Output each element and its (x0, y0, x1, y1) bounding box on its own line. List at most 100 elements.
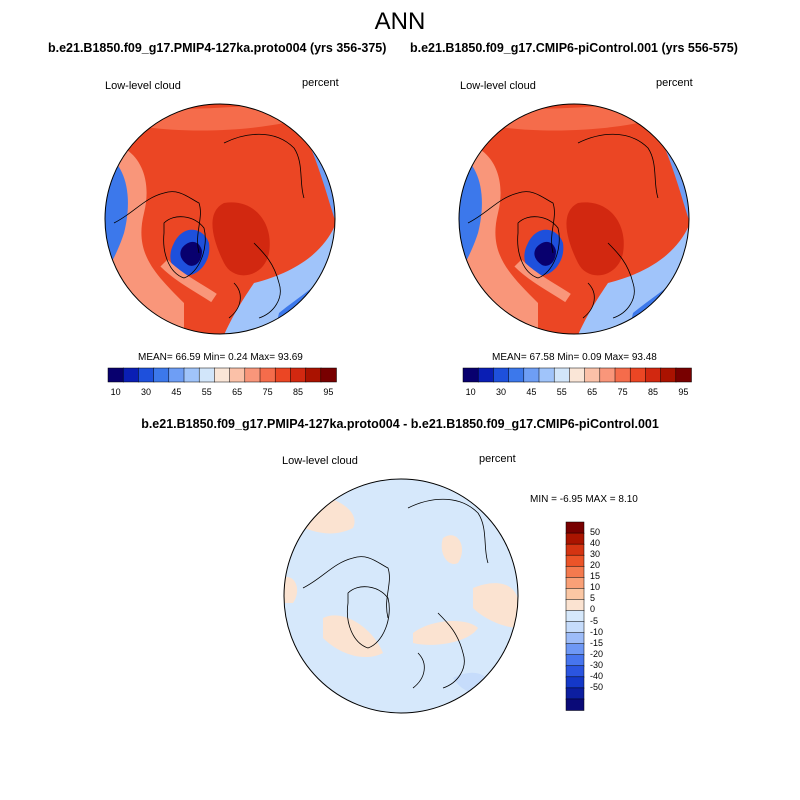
colorbar-tick-label: 45 (526, 387, 537, 397)
colorbar-swatch (493, 367, 510, 383)
colorbar-swatch (599, 367, 616, 383)
colorbar-tick-label: 55 (556, 387, 567, 397)
colorbar-tick-label: 45 (171, 387, 182, 397)
colorbar-swatch (565, 643, 585, 656)
left-panel-run-title: b.e21.B1850.f09_g17.PMIP4-127ka.proto004… (48, 41, 387, 55)
colorbar-swatch (629, 367, 647, 383)
colorbar-swatch (565, 577, 585, 590)
season-title: ANN (374, 8, 426, 35)
colorbar-swatch (565, 676, 585, 689)
colorbar-tick-label: 75 (617, 387, 628, 397)
colorbar-tick-label: 95 (678, 387, 689, 397)
left-mean-label: MEAN= (138, 352, 173, 363)
colorbar-swatch (565, 665, 585, 678)
left-colorbar (107, 367, 337, 383)
colorbar-swatch (508, 367, 525, 383)
colorbar-swatch (320, 367, 337, 383)
colorbar-tick-label: 40 (590, 538, 601, 549)
right-variable-label: Low-level cloud (460, 80, 536, 92)
colorbar-swatch (565, 687, 585, 700)
colorbar-swatch (565, 610, 585, 623)
colorbar-swatch (259, 367, 276, 383)
diff-polar-map (283, 478, 519, 714)
right-mean-label: MEAN= (492, 352, 527, 363)
colorbar-swatch (569, 367, 586, 383)
colorbar-tick-label: 0 (590, 604, 596, 615)
colorbar-tick-label: 85 (292, 387, 303, 397)
colorbar-swatch (565, 632, 585, 645)
colorbar-tick-label: 10 (110, 387, 121, 397)
right-panel-run-title: b.e21.B1850.f09_g17.CMIP6-piControl.001 … (410, 41, 738, 55)
right-stats: MEAN= 67.58 Min= 0.09 Max= 93.48 (492, 352, 657, 363)
colorbar-swatch (565, 565, 585, 579)
left-units-label: percent (302, 77, 339, 89)
diff-units-label: percent (479, 453, 516, 465)
left-max-label: Max= (250, 352, 276, 363)
left-min-label: Min= (203, 352, 226, 363)
colorbar-swatch (462, 367, 479, 383)
diff-title: b.e21.B1850.f09_g17.PMIP4-127ka.proto004… (141, 417, 659, 431)
diff-colorbar (565, 521, 585, 711)
colorbar-tick-label: 75 (262, 387, 273, 397)
right-mean-value: 67.58 (529, 352, 555, 363)
colorbar-tick-label: 30 (495, 387, 506, 397)
diff-min-value: -6.95 (559, 494, 583, 505)
colorbar-tick-label: 50 (590, 527, 601, 538)
colorbar-tick-label: 5 (590, 593, 596, 604)
colorbar-swatch (183, 367, 200, 383)
colorbar-swatch (565, 654, 585, 667)
colorbar-swatch (565, 532, 585, 545)
left-polar-map (104, 103, 336, 335)
colorbar-tick-label: 15 (590, 571, 601, 582)
colorbar-swatch (645, 367, 662, 383)
colorbar-tick-label: 85 (647, 387, 658, 397)
colorbar-swatch (565, 543, 585, 556)
colorbar-swatch (660, 367, 677, 383)
colorbar-swatch (565, 599, 585, 612)
colorbar-tick-label: -5 (590, 615, 599, 626)
colorbar-tick-label: -40 (590, 670, 604, 681)
colorbar-tick-label: 30 (590, 549, 601, 560)
diff-variable-label: Low-level cloud (282, 455, 358, 467)
right-units-label: percent (656, 77, 693, 89)
colorbar-swatch (244, 367, 261, 383)
colorbar-swatch (168, 367, 185, 383)
colorbar-tick-label: -30 (590, 659, 604, 670)
colorbar-tick-label: 10 (590, 582, 601, 593)
colorbar-swatch (153, 367, 170, 383)
colorbar-swatch (305, 367, 322, 383)
colorbar-tick-label: 95 (323, 387, 334, 397)
right-polar-map (458, 103, 690, 335)
colorbar-swatch (107, 367, 124, 383)
diff-max-value: 8.10 (618, 494, 638, 505)
colorbar-tick-label: 30 (140, 387, 151, 397)
colorbar-swatch (565, 621, 585, 634)
colorbar-swatch (198, 367, 216, 383)
diff-max-label: MAX = (585, 494, 616, 505)
colorbar-tick-label: 10 (465, 387, 476, 397)
left-min-value: 0.24 (228, 352, 248, 363)
colorbar-swatch (614, 367, 631, 383)
colorbar-swatch (214, 367, 231, 383)
colorbar-swatch (565, 554, 585, 567)
right-min-value: 0.09 (582, 352, 602, 363)
colorbar-swatch (274, 367, 292, 383)
colorbar-swatch (290, 367, 307, 383)
colorbar-swatch (565, 698, 585, 711)
colorbar-tick-label: 65 (232, 387, 243, 397)
colorbar-swatch (138, 367, 155, 383)
colorbar-tick-label: -50 (590, 681, 604, 692)
colorbar-swatch (122, 367, 140, 383)
right-colorbar (462, 367, 692, 383)
colorbar-swatch (584, 367, 601, 383)
colorbar-tick-label: -10 (590, 626, 604, 637)
colorbar-swatch (523, 367, 540, 383)
right-max-label: Max= (604, 352, 630, 363)
colorbar-swatch (553, 367, 571, 383)
left-mean-value: 66.59 (175, 352, 201, 363)
right-max-value: 93.48 (631, 352, 657, 363)
colorbar-swatch (477, 367, 495, 383)
colorbar-tick-label: 20 (590, 560, 601, 571)
colorbar-swatch (538, 367, 555, 383)
colorbar-swatch (565, 521, 585, 534)
